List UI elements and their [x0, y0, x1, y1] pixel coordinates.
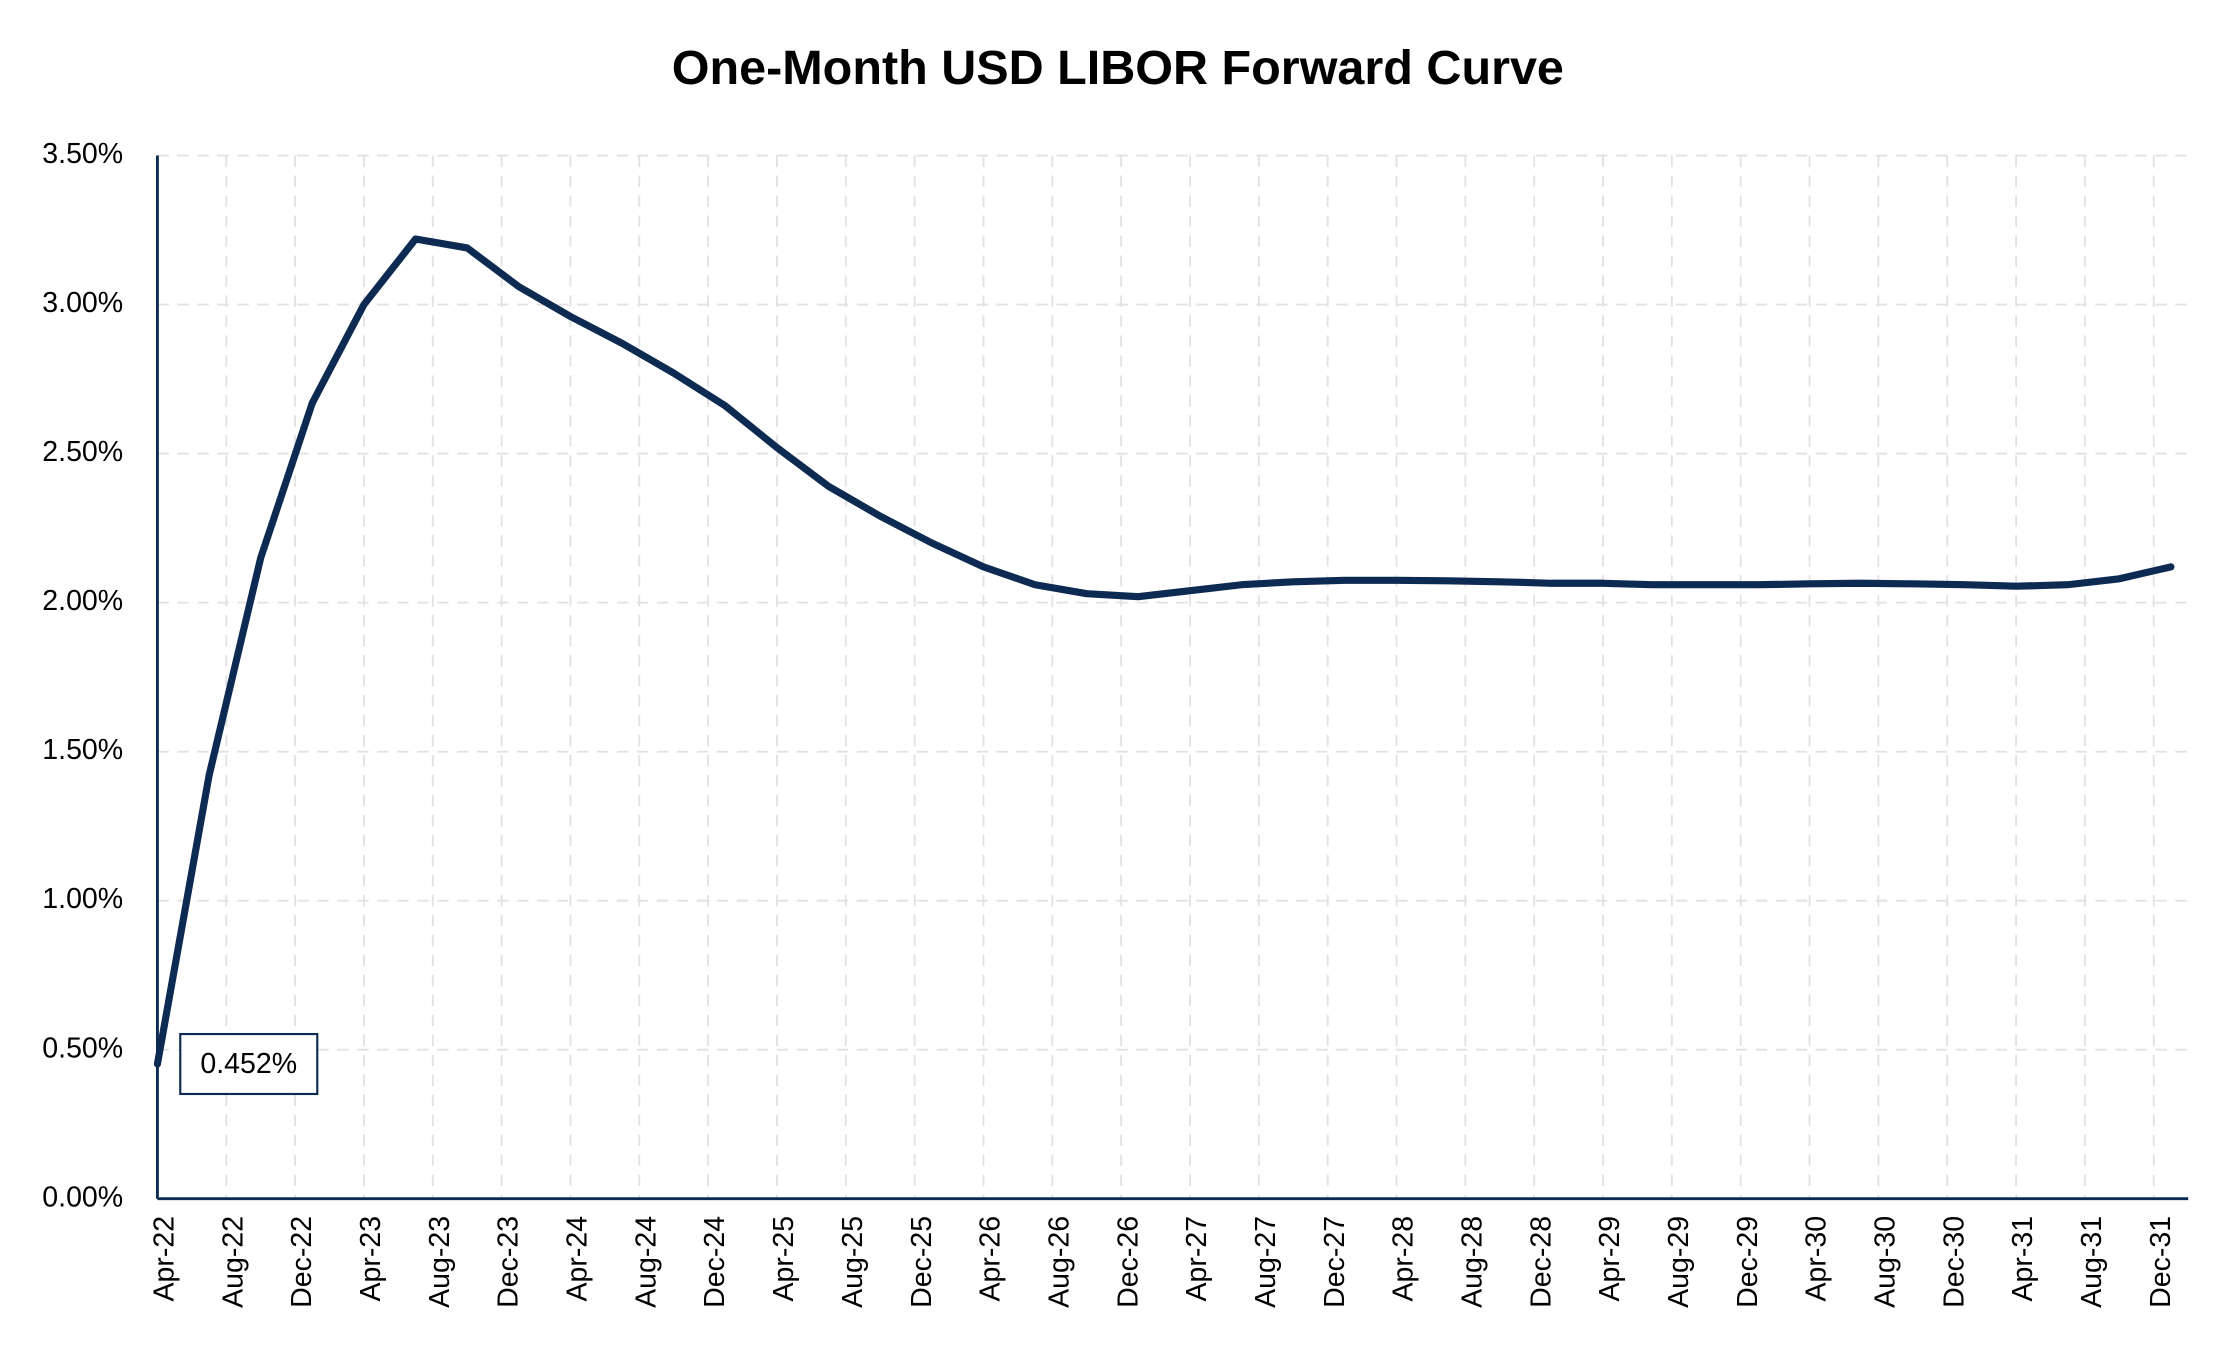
x-tick-label: Apr-25	[768, 1216, 800, 1302]
y-tick-label: 2.00%	[42, 585, 123, 617]
x-tick-label: Dec-23	[493, 1216, 525, 1308]
x-tick-label: Apr-31	[2007, 1216, 2039, 1302]
x-tick-label: Apr-26	[975, 1216, 1007, 1302]
x-tick-label: Aug-31	[2076, 1216, 2108, 1308]
x-tick-label: Dec-22	[286, 1216, 318, 1308]
x-tick-label: Apr-23	[355, 1216, 387, 1302]
line	[153, 235, 2175, 1068]
x-tick-label: Dec-24	[699, 1216, 731, 1308]
y-tick-label: 0.00%	[42, 1181, 123, 1213]
x-tick-label: Aug-27	[1250, 1216, 1282, 1308]
x-tick-label: Apr-22	[149, 1216, 181, 1302]
x-tick-label: Dec-27	[1319, 1216, 1351, 1308]
x-tick-label: Aug-23	[424, 1216, 456, 1308]
x-tick-label: Aug-30	[1869, 1216, 1901, 1308]
x-tick-label: Aug-29	[1663, 1216, 1695, 1308]
chart-title: One-Month USD LIBOR Forward Curve	[672, 41, 1564, 95]
x-tick-label: Apr-27	[1181, 1216, 1213, 1302]
y-tick-label: 3.50%	[42, 138, 123, 170]
x-tick-label: Aug-28	[1456, 1216, 1488, 1308]
x-tick-label: Apr-29	[1594, 1216, 1626, 1302]
y-tick-label: 2.50%	[42, 436, 123, 468]
x-tick-label: Aug-24	[630, 1216, 662, 1308]
x-tick-label: Dec-31	[2145, 1216, 2177, 1308]
x-tick-label: Apr-24	[562, 1216, 594, 1302]
x-tick-label: Aug-22	[217, 1216, 249, 1308]
y-tick-label: 0.50%	[42, 1032, 123, 1064]
data-label: 0.452%	[200, 1048, 297, 1080]
x-tick-label: Dec-25	[906, 1216, 938, 1308]
x-tick-label: Aug-26	[1043, 1216, 1075, 1308]
x-tick-label: Apr-30	[1801, 1216, 1833, 1302]
y-tick-label: 3.00%	[42, 287, 123, 319]
data-label-box	[179, 1032, 319, 1096]
y-tick-label: 1.50%	[42, 734, 123, 766]
x-tick-label: Aug-25	[837, 1216, 869, 1308]
x-tick-label: Dec-29	[1732, 1216, 1764, 1308]
x-tick-label: Dec-28	[1525, 1216, 1557, 1308]
x-tick-label: Dec-30	[1938, 1216, 1970, 1308]
x-tick-label: Apr-28	[1388, 1216, 1420, 1302]
x-tick-label: Dec-26	[1112, 1216, 1144, 1308]
y-tick-label: 1.00%	[42, 883, 123, 915]
